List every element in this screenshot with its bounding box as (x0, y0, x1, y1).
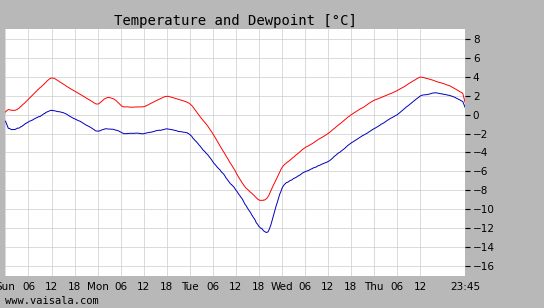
Text: www.vaisala.com: www.vaisala.com (5, 297, 99, 306)
Title: Temperature and Dewpoint [°C]: Temperature and Dewpoint [°C] (114, 14, 357, 28)
